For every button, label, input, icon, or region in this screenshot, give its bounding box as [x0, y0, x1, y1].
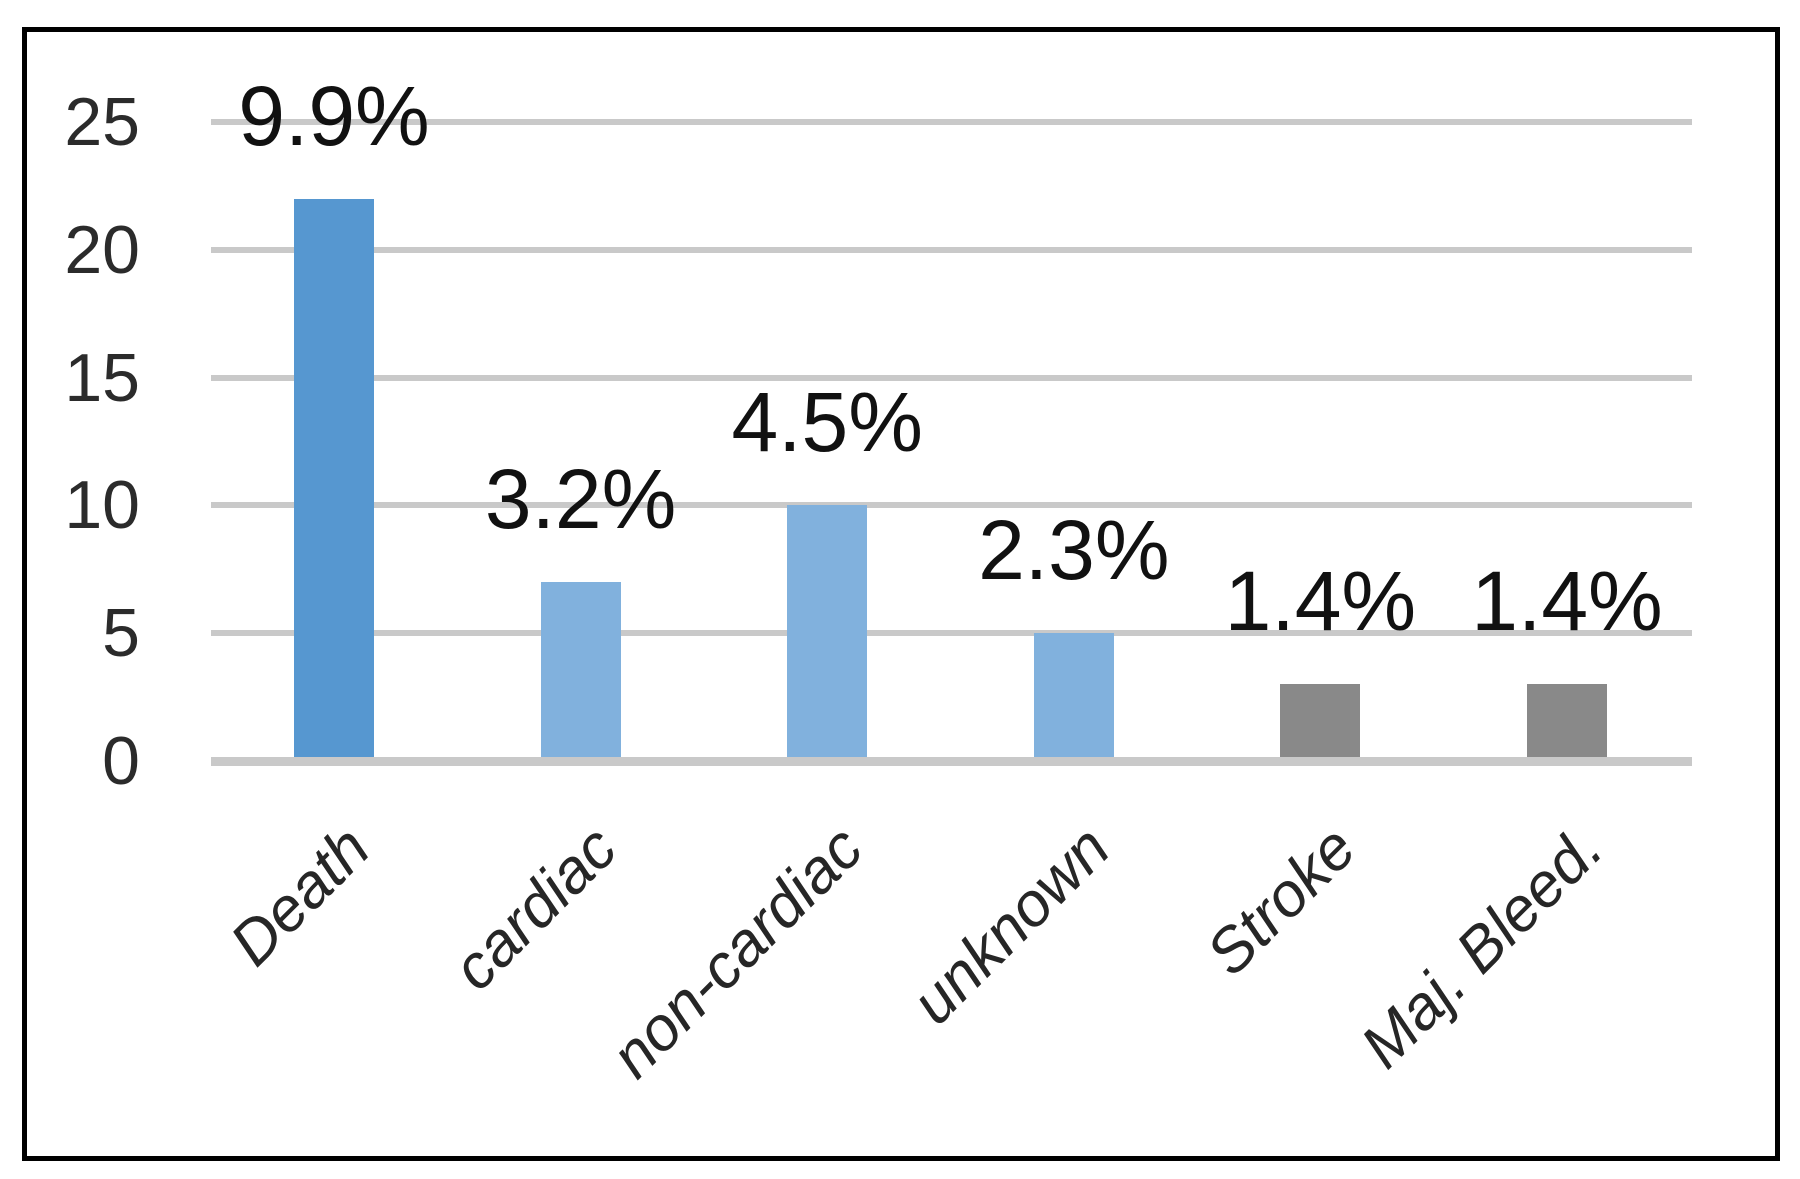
bar-value-label: 1.4% — [1471, 554, 1663, 649]
gridline-15 — [211, 374, 1692, 381]
bar-value-label: 1.4% — [1224, 554, 1417, 649]
bar-value-label: 4.5% — [731, 375, 923, 470]
bar-value-label: 3.2% — [484, 452, 677, 547]
bar-Death — [294, 198, 374, 757]
y-tick-label: 20 — [64, 211, 140, 288]
y-tick-label: 15 — [64, 339, 140, 416]
bar-Maj. Bleed. — [1527, 684, 1607, 757]
bar-value-label: 2.3% — [978, 503, 1170, 598]
gridline-10 — [211, 502, 1692, 509]
gridline-20 — [211, 246, 1692, 253]
y-tick-label: 25 — [64, 84, 140, 160]
bar-Stroke — [1280, 684, 1361, 757]
gridline-5 — [211, 630, 1692, 637]
chart-border — [22, 27, 1780, 1161]
gridline-25 — [211, 119, 1692, 125]
y-tick-label: 0 — [102, 723, 140, 799]
x-axis-baseline — [211, 757, 1692, 766]
bar-cardiac — [540, 582, 621, 757]
bar-unknown — [1033, 633, 1114, 757]
y-tick-label: 5 — [102, 595, 140, 672]
bar-value-label: 9.9% — [238, 68, 430, 163]
y-tick-label: 10 — [64, 467, 140, 544]
bar-non-cardiac — [787, 505, 868, 757]
